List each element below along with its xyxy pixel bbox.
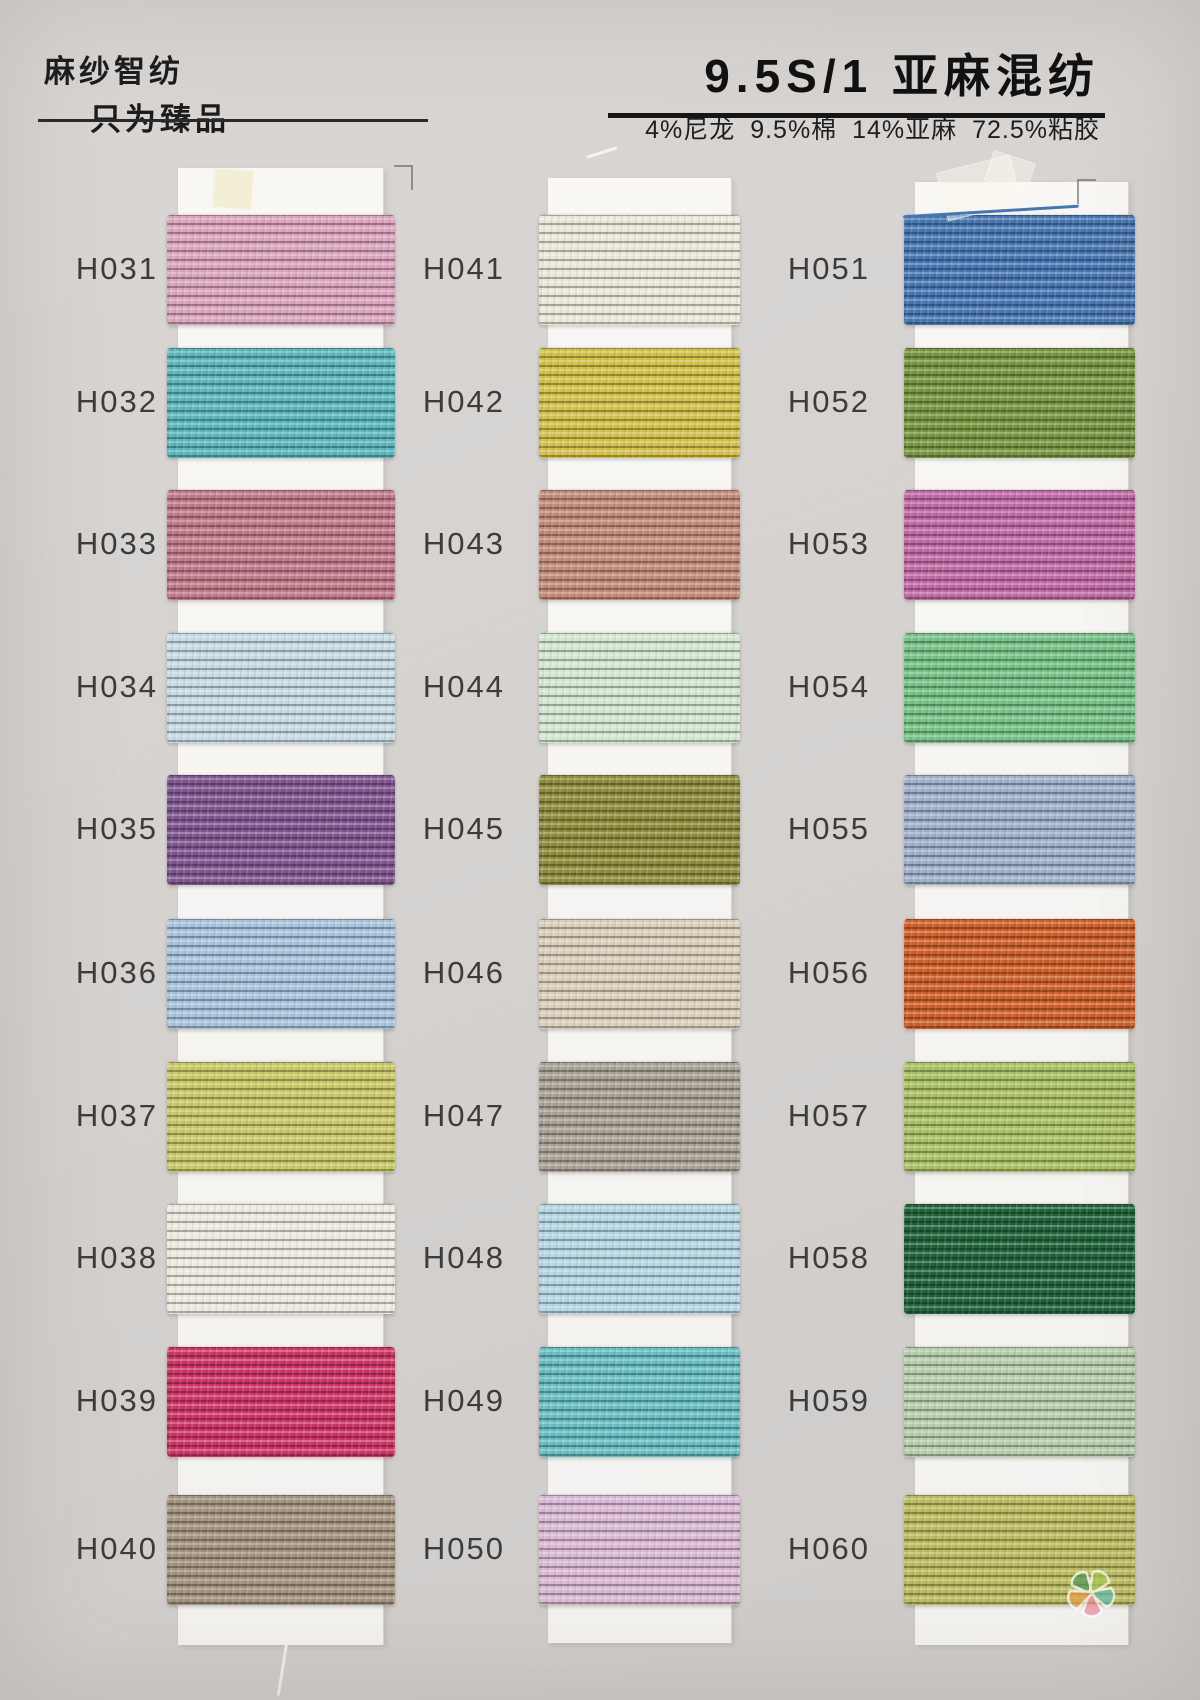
yarn-swatch [539,215,740,325]
corner-mark-1 [394,165,413,190]
sample-code: H031 [75,251,158,286]
yarn-swatch [539,633,740,743]
sample-code: H039 [75,1383,158,1418]
corner-mark-2 [1077,179,1096,204]
yarn-swatch [904,1347,1135,1457]
sample-code: H037 [75,1098,158,1133]
yarn-swatch [167,348,395,458]
yarn-swatch [904,1062,1135,1172]
sample-code: H056 [787,955,870,990]
brand-line-1: 麻纱智纺 [44,54,184,89]
sample-code: H035 [75,811,158,846]
title-underline [608,113,1105,118]
yarn-swatch [167,1495,395,1605]
spec-block: 9.5S/1 亚麻混纺 4%尼龙 9.5%棉 14%亚麻 72.5%粘胶 [645,40,1100,146]
yarn-swatch [904,215,1135,325]
sample-code: H054 [787,669,870,704]
sample-code: H040 [75,1531,158,1566]
sample-code: H034 [75,669,158,704]
yarn-swatch [167,919,395,1029]
sample-code: H055 [787,811,870,846]
product-title: 9.5S/1 亚麻混纺 [704,50,1100,102]
sample-code: H043 [422,526,505,561]
yarn-swatch [167,1062,395,1172]
yarn-swatch [167,1204,395,1314]
sample-code: H049 [422,1383,505,1418]
yarn-swatch [904,775,1135,885]
sample-code: H033 [75,526,158,561]
brand-block: 麻纱智纺 只为臻品 [44,46,230,139]
sample-code: H041 [422,251,505,286]
composition-text: 4%尼龙 9.5%棉 14%亚麻 72.5%粘胶 [645,116,1100,144]
flower-watermark-logo [1067,1570,1116,1618]
sample-code: H045 [422,811,505,846]
yarn-swatch [167,490,395,600]
sample-code: H046 [422,955,505,990]
sample-code: H051 [787,251,870,286]
yarn-swatch [539,348,740,458]
yarn-swatch [167,1347,395,1457]
sample-code: H032 [75,384,158,419]
yarn-swatch [904,348,1135,458]
yarn-swatch [539,1347,740,1457]
sample-code: H042 [422,384,505,419]
logo-petal-5 [1067,1589,1095,1611]
sample-code: H052 [787,384,870,419]
yarn-swatch [539,775,740,885]
sample-code: H044 [422,669,505,704]
logo-petal-4 [1081,1588,1104,1618]
yarn-swatch [167,633,395,743]
yarn-swatch [904,919,1135,1029]
logo-petal-1 [1070,1571,1095,1597]
yarn-swatch [904,490,1135,600]
sample-code: H047 [422,1098,505,1133]
logo-petal-3 [1086,1586,1116,1609]
yarn-swatch [539,919,740,1029]
sample-code: H057 [787,1098,870,1133]
brand-underline [38,119,428,122]
sample-code: H058 [787,1240,870,1275]
sample-code: H038 [75,1240,158,1275]
sample-code: H053 [787,526,870,561]
yarn-swatch [539,1062,740,1172]
yarn-swatch [539,1204,740,1314]
yarn-swatch [167,775,395,885]
sample-code: H060 [787,1531,870,1566]
sample-code: H036 [75,955,158,990]
sample-code: H050 [422,1531,505,1566]
brand-line-2: 只为臻品 [90,102,230,137]
sample-code: H059 [787,1383,870,1418]
logo-petal-2 [1088,1570,1111,1597]
stray-thread-white-top [586,146,618,159]
sample-code: H048 [422,1240,505,1275]
stray-thread-white-bottom [276,1642,289,1696]
tape-piece-column1 [211,167,255,211]
yarn-swatch [167,215,395,325]
yarn-swatch [904,1204,1135,1314]
yarn-swatch [904,633,1135,743]
yarn-swatch [539,490,740,600]
yarn-swatch [539,1495,740,1605]
